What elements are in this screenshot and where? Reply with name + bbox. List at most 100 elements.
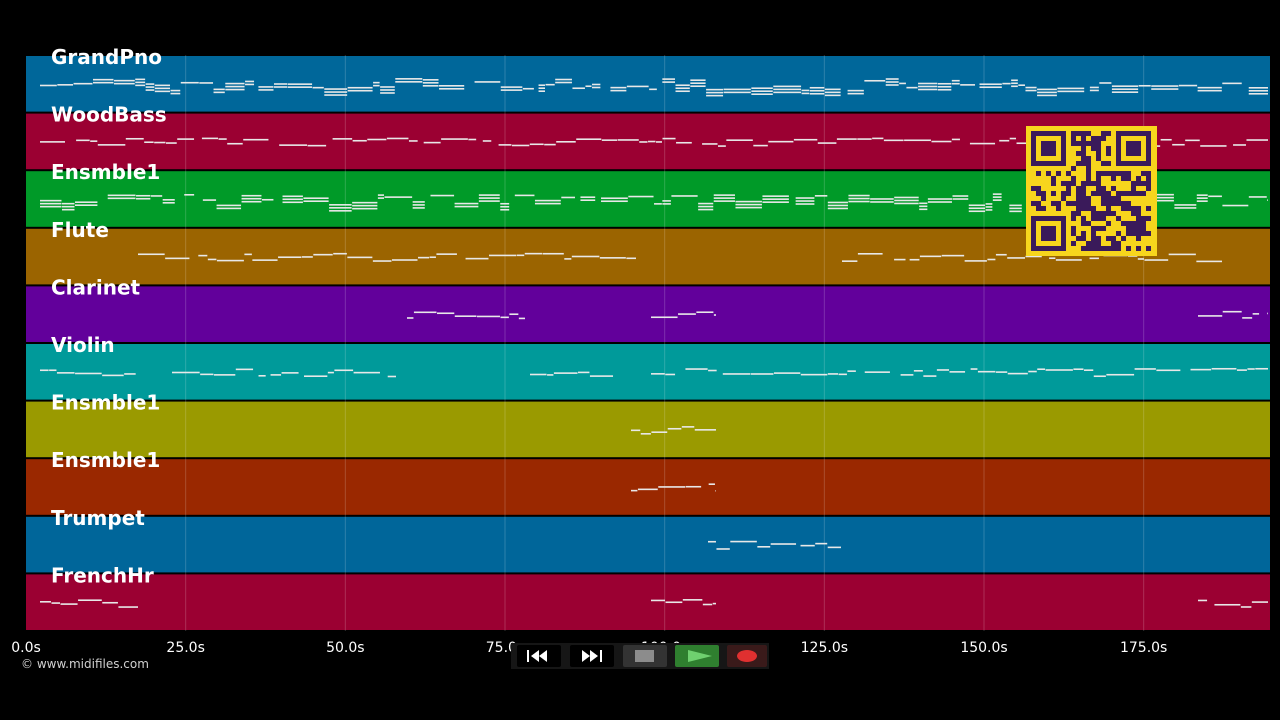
qr-code-icon (1026, 126, 1157, 256)
note (817, 142, 837, 144)
note (241, 200, 262, 203)
note (713, 200, 735, 202)
note (199, 82, 214, 84)
rewind-button[interactable] (517, 645, 561, 667)
note (591, 86, 601, 89)
note (347, 86, 373, 89)
note (49, 369, 57, 372)
note (327, 371, 334, 374)
note (542, 252, 564, 255)
time-tick-label: 50.0s (326, 640, 364, 656)
note (827, 204, 848, 207)
note (1185, 139, 1200, 142)
note (698, 202, 714, 205)
note (1007, 257, 1026, 259)
note (795, 203, 815, 205)
note (347, 89, 373, 92)
note (969, 142, 996, 145)
note (1233, 144, 1246, 146)
note (685, 368, 708, 370)
note (610, 86, 627, 89)
note (1197, 89, 1222, 92)
note (124, 373, 136, 375)
note (1236, 369, 1247, 371)
note (482, 140, 492, 142)
note (324, 88, 348, 90)
note (522, 87, 534, 90)
note (768, 140, 794, 143)
note (681, 426, 695, 428)
record-button[interactable] (727, 645, 767, 667)
note (937, 85, 952, 88)
fast-forward-button[interactable] (570, 645, 614, 667)
note (1200, 145, 1227, 147)
note (500, 208, 510, 211)
note (637, 488, 658, 491)
note (529, 143, 544, 146)
note (216, 204, 242, 207)
note (601, 197, 628, 200)
note (909, 258, 920, 261)
note (987, 258, 996, 261)
note (773, 88, 802, 91)
note (809, 86, 825, 89)
note (202, 199, 217, 201)
note (1037, 368, 1046, 371)
note (762, 201, 789, 203)
note (675, 87, 690, 90)
note (1156, 369, 1181, 372)
note (706, 88, 724, 91)
note (1099, 82, 1112, 84)
note (1111, 85, 1139, 87)
play-button[interactable] (675, 645, 719, 667)
note (1009, 207, 1022, 210)
note (576, 138, 602, 141)
note (1144, 259, 1169, 261)
note (751, 93, 773, 95)
note (864, 79, 886, 82)
note (454, 315, 477, 317)
note (628, 195, 654, 198)
note (698, 205, 714, 208)
note (1093, 375, 1106, 378)
note (1137, 258, 1144, 260)
note (690, 85, 706, 87)
note (801, 89, 810, 92)
note (530, 373, 547, 376)
track-lane (26, 286, 1270, 342)
note (1009, 204, 1022, 207)
note (437, 312, 455, 315)
note (814, 195, 828, 197)
note (1174, 207, 1197, 209)
note (601, 200, 628, 203)
note (941, 254, 965, 257)
note (610, 89, 627, 92)
stop-button[interactable] (623, 645, 667, 667)
note (626, 85, 649, 88)
note (439, 88, 465, 90)
note (76, 139, 90, 142)
note (478, 197, 500, 199)
note (40, 202, 62, 205)
note (631, 489, 638, 492)
note (900, 374, 914, 376)
note (93, 78, 114, 81)
note (773, 85, 802, 88)
note (1011, 79, 1018, 82)
note (74, 201, 98, 203)
note (857, 138, 872, 140)
note (422, 79, 439, 81)
note (1025, 255, 1042, 258)
note (377, 194, 385, 196)
note (698, 208, 714, 211)
note (655, 141, 662, 143)
note (671, 195, 698, 197)
note (927, 201, 952, 203)
note (538, 87, 546, 89)
note (1267, 199, 1268, 201)
record-icon (737, 650, 757, 662)
note (1045, 369, 1073, 371)
track-lane (26, 56, 1270, 112)
note (474, 81, 501, 83)
note (601, 139, 618, 141)
